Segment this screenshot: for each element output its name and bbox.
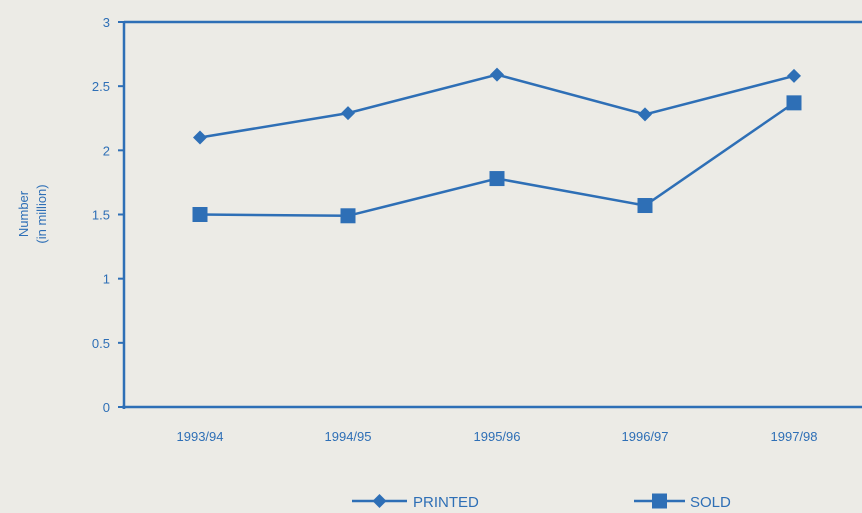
legend-item-sold: SOLD <box>634 493 731 511</box>
legend-label-sold: SOLD <box>690 494 731 511</box>
legend-label-printed: PRINTED <box>413 494 479 511</box>
y-tick-label: 1.5 <box>92 208 110 223</box>
y-axis-title-line1: Number <box>16 190 31 237</box>
legend: PRINTED SOLD <box>352 493 731 511</box>
data-point-sold <box>786 95 802 111</box>
data-point-sold <box>489 171 505 187</box>
y-tick-label: 2 <box>103 143 110 158</box>
legend-item-printed: PRINTED <box>352 494 479 511</box>
series-line-sold <box>199 101 795 218</box>
data-point-printed <box>638 107 652 122</box>
data-point-printed <box>787 68 801 83</box>
x-tick-label: 1994/95 <box>325 429 372 444</box>
data-point-sold <box>637 198 653 214</box>
y-tick-label: 2.5 <box>92 79 110 94</box>
series-line-printed <box>199 73 795 139</box>
x-tick-label: 1993/94 <box>177 429 224 444</box>
y-axis-title-line2: (in million) <box>34 184 49 243</box>
x-tick-label: 1997/98 <box>771 429 818 444</box>
data-point-sold <box>192 207 208 222</box>
series-layer <box>192 67 802 224</box>
x-tick-label: 1996/97 <box>622 429 669 444</box>
y-tick-label: 1 <box>103 272 110 287</box>
y-tick-label: 3 <box>103 15 110 30</box>
data-point-sold <box>340 208 356 224</box>
series-sold <box>192 95 802 224</box>
data-point-printed <box>341 106 355 121</box>
y-tick-label: 0.5 <box>92 336 110 351</box>
x-tick-label: 1995/96 <box>474 429 521 444</box>
data-point-printed <box>490 67 504 82</box>
y-tick-label: 0 <box>103 400 110 415</box>
y-axis-ticks: 0 0.5 1 1.5 2 2.5 3 <box>92 15 124 415</box>
series-printed <box>193 67 801 145</box>
data-point-printed <box>193 130 207 145</box>
legend-marker-printed <box>372 494 387 508</box>
legend-marker-sold <box>652 493 667 509</box>
x-axis-ticks: 1993/94 1994/95 1995/96 1996/97 1997/98 <box>177 429 818 444</box>
